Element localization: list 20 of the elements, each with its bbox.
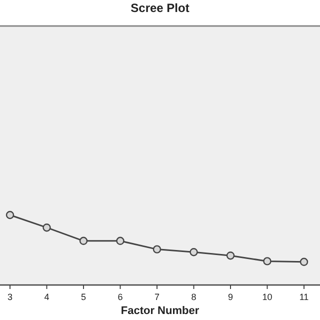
x-tick-label: 9 xyxy=(228,292,234,302)
x-tick-label: 7 xyxy=(154,292,160,302)
point xyxy=(152,245,162,254)
point xyxy=(190,248,198,256)
point xyxy=(300,258,308,266)
chart-title: Scree Plot xyxy=(130,1,190,15)
x-axis-title: Factor Number xyxy=(120,305,200,317)
point xyxy=(42,224,51,232)
point xyxy=(79,236,88,245)
x-tick-label: 5 xyxy=(80,292,86,302)
point xyxy=(226,252,235,260)
x-tick-label: 4 xyxy=(44,292,50,302)
point xyxy=(116,236,124,245)
x-tick-label: 8 xyxy=(191,292,196,302)
x-tick-label: 11 xyxy=(299,292,309,302)
point xyxy=(6,210,14,220)
x-tick-label: 3 xyxy=(7,292,13,302)
x-tick-label: 10 xyxy=(262,292,272,302)
x-tick-label: 6 xyxy=(118,292,123,302)
point xyxy=(263,257,272,266)
